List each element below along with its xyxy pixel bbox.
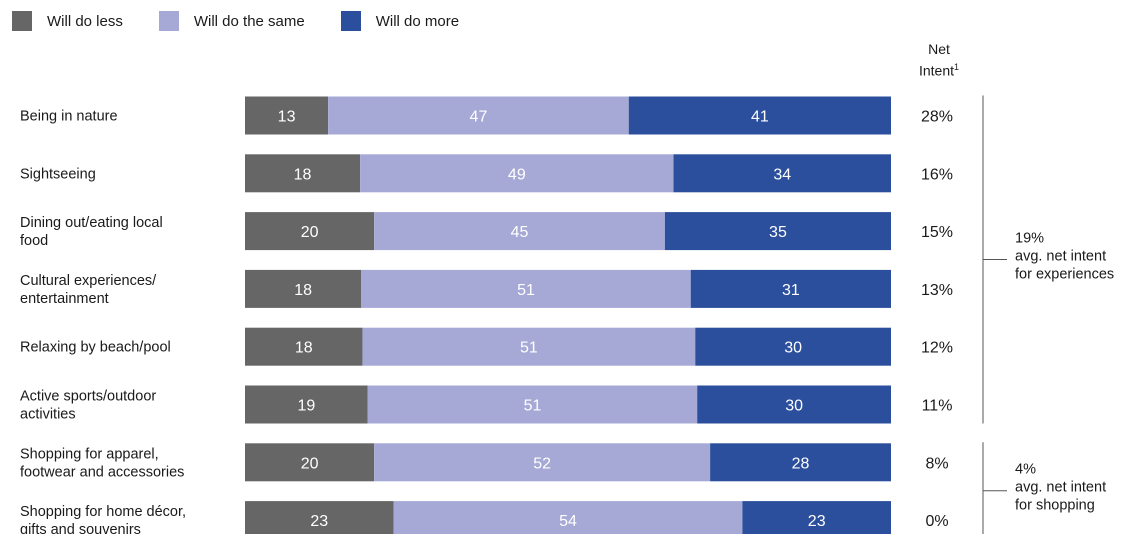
bar-value-label: 30 — [785, 398, 803, 415]
bar-value-label: 23 — [808, 513, 826, 530]
bar-value-label: 45 — [511, 224, 529, 241]
net-intent-value: 8% — [925, 455, 948, 472]
category-label-line: Relaxing by beach/pool — [20, 340, 171, 356]
net-intent-value: 0% — [925, 513, 948, 530]
category-label-line: entertainment — [20, 291, 109, 307]
net-intent-value: 12% — [921, 340, 953, 357]
bar-value-label: 41 — [751, 109, 769, 126]
bar-value-label: 34 — [773, 166, 791, 183]
category-label-line: Cultural experiences/ — [20, 273, 157, 289]
bar-value-label: 20 — [301, 224, 319, 241]
bar-value-label: 49 — [508, 166, 526, 183]
bar-value-label: 35 — [769, 224, 787, 241]
group-average-line: avg. net intent — [1015, 249, 1106, 265]
net-intent-value: 16% — [921, 166, 953, 183]
bar-value-label: 31 — [782, 282, 800, 299]
group-average-line: 19% — [1015, 231, 1044, 247]
bar-value-label: 18 — [294, 166, 312, 183]
group-average-label: 19% avg. net intent for experiences — [1015, 231, 1114, 283]
net-intent-value: 28% — [921, 109, 953, 126]
category-label-line: activities — [20, 407, 76, 423]
bar-value-label: 18 — [294, 282, 312, 299]
bar-value-label: 51 — [520, 340, 538, 357]
category-label-line: footwear and accessories — [20, 464, 184, 480]
category-label: Dining out/eating local food — [20, 215, 163, 249]
category-label: Shopping for apparel, footwear and access… — [20, 446, 184, 480]
category-label: Being in nature — [20, 109, 118, 125]
group-average-label: 4% avg. net intent for shopping — [1015, 462, 1106, 514]
category-label-line: Shopping for home décor, — [20, 504, 186, 520]
bar-value-label: 19 — [297, 398, 315, 415]
category-label-line: Sightseeing — [20, 166, 96, 182]
bar-value-label: 51 — [517, 282, 535, 299]
bar-value-label: 47 — [470, 109, 488, 126]
net-intent-value: 11% — [922, 398, 953, 415]
category-label-line: Being in nature — [20, 109, 118, 125]
category-label: Relaxing by beach/pool — [20, 340, 171, 356]
bar-value-label: 28 — [792, 455, 810, 472]
net-intent-value: 13% — [921, 282, 953, 299]
group-average-line: avg. net intent — [1015, 480, 1106, 496]
bar-value-label: 13 — [278, 109, 296, 126]
category-label: Sightseeing — [20, 166, 96, 182]
bar-value-label: 54 — [559, 513, 577, 530]
bar-value-label: 51 — [524, 398, 542, 415]
bar-value-label: 23 — [310, 513, 328, 530]
group-average-line: for experiences — [1015, 267, 1114, 283]
bar-value-label: 18 — [295, 340, 313, 357]
bar-value-label: 30 — [784, 340, 802, 357]
net-intent-value: 15% — [921, 224, 953, 241]
group-average-line: 4% — [1015, 462, 1036, 478]
category-label-line: food — [20, 233, 48, 249]
category-label-line: Active sports/outdoor — [20, 389, 156, 405]
category-label-line: Shopping for apparel, — [20, 446, 159, 462]
category-label-line: gifts and souvenirs — [20, 522, 141, 534]
category-label: Shopping for home décor, gifts and souven… — [20, 504, 186, 534]
category-label-line: Dining out/eating local — [20, 215, 163, 231]
category-label: Active sports/outdoor activities — [20, 389, 156, 423]
bar-value-label: 20 — [301, 455, 319, 472]
group-average-line: for shopping — [1015, 498, 1095, 514]
category-label: Cultural experiences/entertainment — [20, 273, 157, 307]
bar-value-label: 52 — [533, 455, 551, 472]
